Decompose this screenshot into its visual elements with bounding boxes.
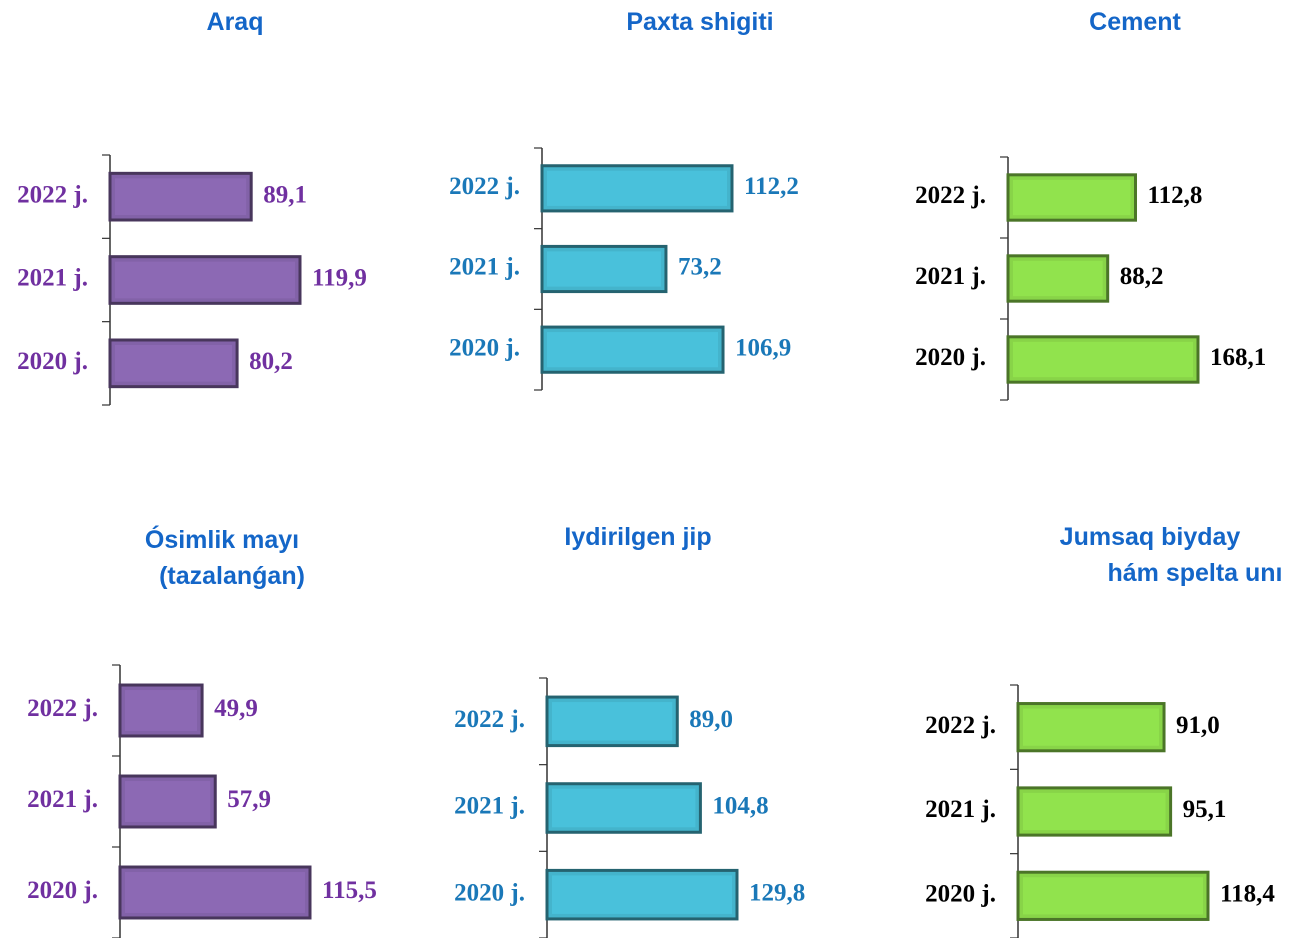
value-label: 89,0 xyxy=(689,706,733,733)
category-label: 2020 j. xyxy=(449,334,520,361)
chart-title: Paxta shigiti xyxy=(626,8,773,36)
value-label: 119,9 xyxy=(312,265,367,292)
chart-title: Iydirilgen jip xyxy=(564,523,711,551)
chart-title: Jumsaq biyday xyxy=(1060,523,1241,551)
value-label: 80,2 xyxy=(249,348,293,375)
chart-title: Araq xyxy=(207,8,264,36)
bar-highlight xyxy=(125,781,211,822)
bar-highlight xyxy=(115,261,295,299)
category-label: 2022 j. xyxy=(915,182,986,209)
bar-highlight xyxy=(1013,179,1131,216)
category-label: 2022 j. xyxy=(17,181,88,208)
value-label: 115,5 xyxy=(322,877,377,904)
value-label: 118,4 xyxy=(1220,881,1275,908)
bar-highlight xyxy=(552,702,673,741)
category-label: 2021 j. xyxy=(925,796,996,823)
value-label: 89,1 xyxy=(263,181,307,208)
value-label: 49,9 xyxy=(214,695,258,722)
value-label: 95,1 xyxy=(1183,796,1227,823)
bar-highlight xyxy=(552,788,696,828)
value-label: 129,8 xyxy=(749,879,805,906)
bar-highlight xyxy=(552,875,732,914)
value-label: 88,2 xyxy=(1120,263,1164,290)
value-label: 112,2 xyxy=(744,173,799,200)
bar-highlight xyxy=(125,872,305,913)
category-label: 2020 j. xyxy=(17,348,88,375)
bar-highlight xyxy=(1013,341,1193,378)
bar-highlight xyxy=(1023,877,1203,915)
bar-highlight xyxy=(547,251,661,287)
value-label: 112,8 xyxy=(1147,182,1202,209)
bar-highlight xyxy=(125,690,198,731)
category-label: 2021 j. xyxy=(915,263,986,290)
category-label: 2020 j. xyxy=(27,877,98,904)
category-label: 2020 j. xyxy=(925,881,996,908)
bar-highlight xyxy=(547,170,727,206)
bar-highlight xyxy=(115,345,233,382)
bar-highlight xyxy=(115,178,247,215)
chart-title: (tazalanǵan) xyxy=(159,562,305,590)
chart-title: Cement xyxy=(1089,8,1181,36)
value-label: 91,0 xyxy=(1176,712,1220,739)
category-label: 2021 j. xyxy=(27,786,98,813)
chart-title: Ósimlik mayı xyxy=(145,524,299,554)
value-label: 106,9 xyxy=(735,334,791,361)
chart-title: hám spelta unı xyxy=(1107,559,1282,587)
bar-highlight xyxy=(547,332,719,368)
value-label: 57,9 xyxy=(227,786,271,813)
value-label: 168,1 xyxy=(1210,344,1266,371)
category-label: 2022 j. xyxy=(925,712,996,739)
category-label: 2022 j. xyxy=(449,173,520,200)
category-label: 2022 j. xyxy=(27,695,98,722)
category-label: 2021 j. xyxy=(454,793,525,820)
category-label: 2021 j. xyxy=(449,254,520,281)
bar-highlight xyxy=(1013,260,1103,297)
category-label: 2021 j. xyxy=(17,265,88,292)
category-label: 2020 j. xyxy=(454,879,525,906)
category-label: 2020 j. xyxy=(915,344,986,371)
bar-highlight xyxy=(1023,708,1160,746)
value-label: 104,8 xyxy=(712,793,768,820)
value-label: 73,2 xyxy=(678,254,722,281)
category-label: 2022 j. xyxy=(454,706,525,733)
bar-highlight xyxy=(1023,792,1166,831)
